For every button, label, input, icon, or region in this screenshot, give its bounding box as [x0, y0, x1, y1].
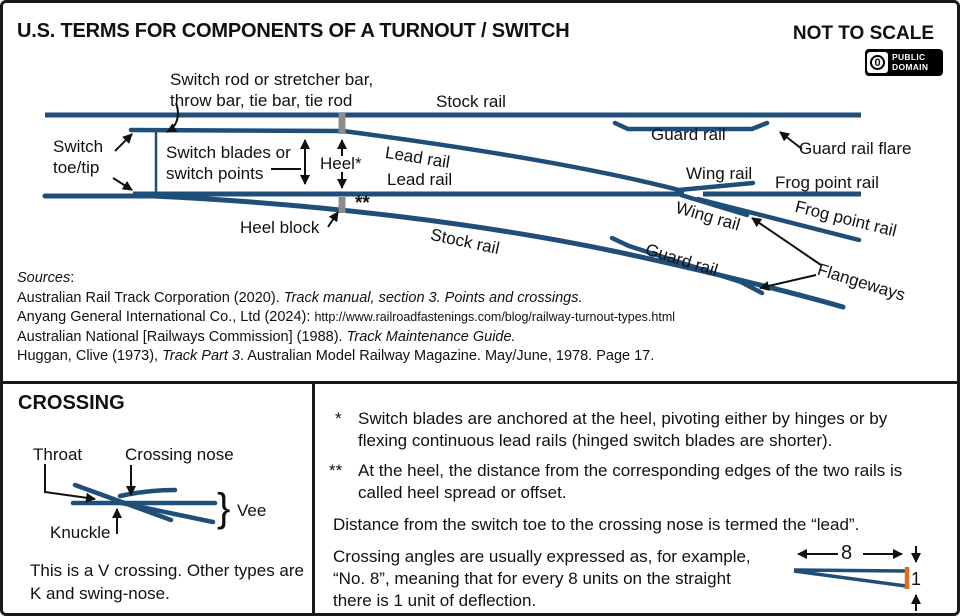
guard-rail-flare-label: Guard rail flare	[799, 139, 912, 158]
switch-toe-label: Switch toe/tip	[53, 137, 104, 177]
arrow-throat	[44, 464, 96, 503]
heel-block-label: Heel block	[240, 218, 320, 237]
vee-brace: }	[217, 486, 231, 530]
sources-block: Sources: Australian Rail Track Corporati…	[17, 269, 675, 367]
page-title: U.S. TERMS FOR COMPONENTS OF A TURNOUT /…	[17, 20, 570, 42]
source-line: Australian National [Railways Commission…	[17, 328, 516, 345]
source-url: http://www.railroadfastenings.com/blog/r…	[314, 310, 676, 324]
source-line: Australian Rail Track Corporation (2020)…	[17, 289, 583, 306]
note-marker: **	[329, 461, 343, 480]
public-domain-badge: 0 PUBLIC DOMAIN	[865, 49, 943, 76]
not-to-scale-note: NOT TO SCALE	[792, 23, 934, 44]
ratio-rise-value: 1	[911, 569, 922, 589]
flangeways-label: Flangeways	[815, 259, 908, 305]
crossing-heading: CROSSING	[18, 392, 125, 414]
note-crossing-angles: Crossing angles are usually expressed as…	[333, 547, 751, 610]
lead-rail-lower-label: Lead rail	[387, 170, 453, 189]
switch-rod-label: Switch rod or stretcher bar, throw bar, …	[170, 70, 374, 110]
heel-label: Heel*	[320, 154, 362, 173]
vee-label: Vee	[237, 501, 267, 520]
frog-point-rail-upper-label: Frog point rail	[775, 173, 879, 192]
sources-heading: Sources:	[17, 270, 75, 286]
stock-rail-top-label: Stock rail	[436, 92, 506, 111]
public-domain-icon: 0	[867, 52, 888, 73]
source-line: Anyang General International Co., Ltd (2…	[17, 309, 676, 325]
frog-point-rail-lower-label: Frog point rail	[793, 196, 899, 241]
arrow-switch-toe-upper	[114, 133, 133, 152]
note-lead-distance: Distance from the switch toe to the cros…	[333, 515, 860, 534]
crossing-nose-label: Crossing nose	[125, 445, 234, 464]
crossing-caption: This is a V crossing. Other types are K …	[30, 561, 304, 603]
stock-rail-lower-label: Stock rail	[428, 224, 502, 259]
arrow-heel-block	[327, 211, 339, 228]
horizontal-divider	[3, 381, 957, 384]
throat-label: Throat	[33, 445, 83, 464]
guard-rail-top-label: Guard rail	[651, 125, 726, 144]
crossing-diverging-rail	[72, 482, 174, 523]
arrow-flangeway-guard	[759, 274, 817, 291]
note-heel-spread: At the heel, the distance from the corre…	[358, 461, 903, 502]
public-domain-badge-text: PUBLIC DOMAIN	[892, 52, 929, 72]
ratio-run-value: 8	[841, 542, 853, 564]
ratio-wedge-top	[793, 568, 907, 573]
source-line: Huggan, Clive (1973), Track Part 3. Aust…	[17, 348, 655, 364]
crossing-wing-curve	[117, 487, 178, 499]
wing-rail-upper-label: Wing rail	[686, 164, 753, 183]
arrow-flangeway-frog	[751, 217, 822, 266]
heel-spread-marker: **	[355, 193, 370, 214]
note-heel-anchoring: Switch blades are anchored at the heel, …	[358, 409, 888, 450]
vertical-divider	[312, 381, 315, 613]
knuckle-label: Knuckle	[50, 523, 111, 542]
switch-blades-label: Switch blades or switch points	[166, 143, 291, 183]
wing-rail-lower-label: Wing rail	[673, 197, 743, 235]
crossing-vee-diverging-rail	[114, 499, 216, 525]
ratio-wedge-diagonal	[793, 569, 907, 588]
arrow-switch-toe-lower	[112, 177, 133, 191]
note-marker: *	[335, 409, 342, 428]
